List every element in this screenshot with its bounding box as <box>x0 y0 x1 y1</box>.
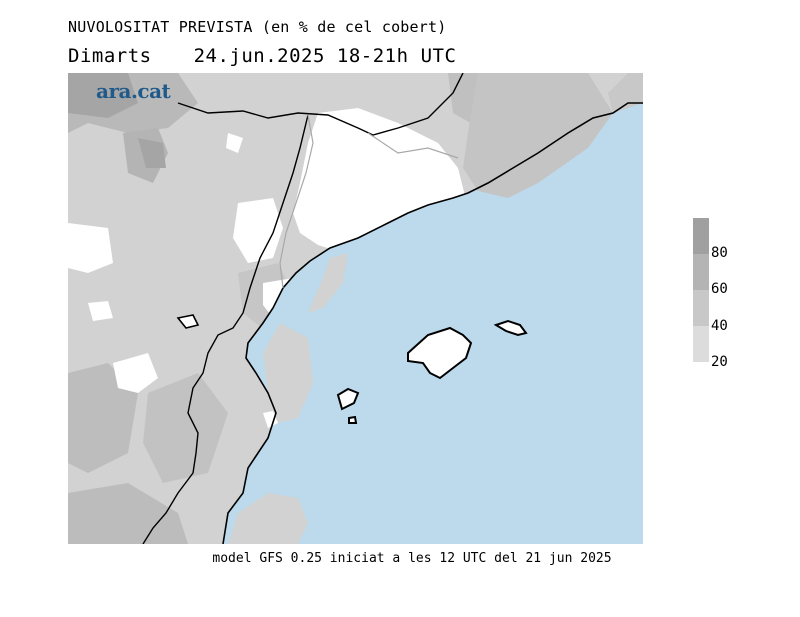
map-svg <box>68 73 643 544</box>
clear-sky-area <box>263 411 278 428</box>
legend-label: 80 <box>711 245 728 261</box>
forecast-date: 24.jun.2025 <box>193 45 325 67</box>
province-border <box>279 114 314 289</box>
color-scale-legend <box>693 218 709 362</box>
clear-sky-area <box>88 301 113 321</box>
map-title: NUVOLOSITAT PREVISTA (en % de cel cobert… <box>68 18 447 36</box>
legend-swatch <box>693 326 709 362</box>
cloud-patch <box>68 363 138 473</box>
cloud-patch <box>308 253 348 313</box>
province-border <box>367 132 459 159</box>
cloud-patch <box>228 493 308 544</box>
legend-swatch <box>693 254 709 290</box>
legend-label: 60 <box>711 281 728 297</box>
forecast-period: Dimarts 24.jun.2025 18-21h UTC <box>68 45 456 67</box>
island-mallorca <box>407 326 473 380</box>
clear-sky-area <box>233 198 283 263</box>
cloud-patch <box>138 138 166 168</box>
legend-swatch <box>693 290 709 326</box>
island-menorca <box>493 319 528 337</box>
cloud-patch <box>463 73 613 198</box>
legend-label: 40 <box>711 318 728 334</box>
aracat-logo: ara.cat <box>96 79 171 103</box>
clear-sky-area <box>113 353 158 393</box>
coastline <box>222 102 643 544</box>
forecast-hours: 18-21h <box>336 45 409 67</box>
island-formentera <box>348 415 358 424</box>
clear-sky-area <box>226 133 243 153</box>
cloud-patch <box>263 323 313 423</box>
legend-swatch <box>693 218 709 254</box>
cloud-patch <box>143 373 228 483</box>
model-caption: model GFS 0.25 iniciat a les 12 UTC del … <box>212 551 612 566</box>
sea <box>223 73 643 544</box>
clear-sky-area <box>68 223 113 273</box>
border-line <box>142 114 309 544</box>
forecast-timezone: UTC <box>420 45 457 67</box>
cloud-patch <box>68 483 188 544</box>
forecast-day: Dimarts <box>68 45 152 67</box>
island-eivissa <box>336 387 360 411</box>
cloud-patch <box>68 73 138 118</box>
lake <box>176 314 200 329</box>
legend-label: 20 <box>711 354 728 370</box>
border-line <box>177 73 464 136</box>
cloud-cover-map <box>68 73 643 544</box>
